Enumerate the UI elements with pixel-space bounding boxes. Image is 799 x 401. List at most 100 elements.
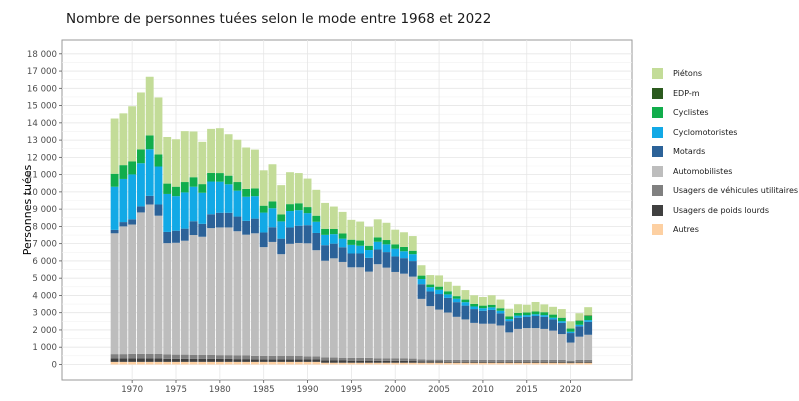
bar-segment [575,320,584,325]
bar-segment [417,279,426,285]
bar-segment [505,359,514,362]
bar-segment [189,361,198,365]
bar-segment [189,235,198,355]
bar-segment [286,211,294,228]
y-tick-label: 1 000 [32,343,57,353]
bar-segment [136,206,145,213]
bar-segment [321,245,330,261]
y-tick-label: 7 000 [32,240,57,250]
bar-segment [478,305,487,309]
bar-segment [470,309,479,323]
bar-segment [584,320,593,322]
y-tick-label: 14 000 [27,119,57,129]
bar-segment [364,271,373,358]
bar-segment [215,358,224,362]
bars [110,76,593,365]
bar-segment [426,287,435,292]
bar-segment [461,362,470,365]
x-tick-label: 1970 [121,385,143,395]
bar-segment [294,356,303,360]
bar-segment [215,128,224,174]
bar-segment [154,215,163,354]
bar-segment [347,239,356,245]
bar-segment [575,324,584,327]
bar-segment [312,189,321,216]
bar-segment [338,357,347,361]
bar-segment [198,354,207,359]
bar-segment [242,188,251,197]
bar-segment [259,170,268,206]
bar-segment [373,360,382,363]
bar-segment [294,173,303,204]
bar-segment [268,201,277,209]
bar-segment [180,228,189,241]
bar-segment [224,184,233,213]
bar-segment [478,310,487,324]
bar-segment [514,317,522,329]
bar-segment [443,312,452,360]
bar-segment [329,258,338,358]
bar-segment [136,358,145,362]
legend-swatch [652,126,663,138]
bar-segment [119,113,128,166]
bar-segment [189,131,198,178]
bar-segment [443,362,452,365]
bar-segment [487,323,496,360]
bar-segment [321,362,330,365]
bar-segment [522,304,531,313]
bar-segment [145,353,154,359]
bar-segment [505,361,514,363]
bar-segment [136,212,145,354]
legend-swatch [652,146,663,158]
bar-segment [207,181,216,215]
bar-segment [215,355,224,359]
bar-segment [259,361,268,365]
bar-segment [242,359,251,362]
bar-segment [540,304,549,313]
bar-segment [180,131,189,183]
bar-segment [268,359,277,362]
bar-segment [277,214,286,222]
x-tick-label: 2000 [384,385,406,395]
bar-segment [145,195,154,205]
bar-segment [452,361,461,363]
bar-segment [496,325,505,360]
bar-segment [136,361,145,365]
bar-segment [303,225,312,244]
bar-segment [347,253,356,268]
bar-segment [154,204,163,216]
bar-segment [321,357,330,361]
bar-segment [443,297,452,313]
bar-segment [128,106,137,162]
bar-segment [391,271,400,359]
bar-segment [505,316,514,320]
bar-segment [470,306,479,310]
bar-segment [303,361,312,365]
y-tick-label: 2 000 [32,326,57,336]
bar-segment [487,361,496,363]
legend-item: Autres [652,220,798,240]
bar-segment [487,307,496,310]
bar-segment [461,305,470,320]
bar-segment [277,254,286,357]
bar-segment [566,360,575,363]
x-tick-label: 1990 [297,385,319,395]
bar-segment [364,257,373,272]
bar-segment [154,358,163,362]
bar-segment [557,334,566,360]
legend-item: Cyclistes [652,103,798,123]
bar-segment [347,362,356,365]
bar-segment [364,360,373,363]
bar-segment [259,355,268,360]
bar-segment [426,359,435,362]
bar-segment [452,316,461,360]
bar-segment [286,359,294,362]
bar-segment [531,362,540,365]
bar-segment [110,233,119,355]
bar-segment [443,294,452,298]
y-tick-label: 8 000 [32,222,57,232]
bar-segment [154,154,163,167]
x-tick-label: 2020 [560,385,582,395]
bar-segment [259,359,268,362]
bar-segment [224,227,233,356]
